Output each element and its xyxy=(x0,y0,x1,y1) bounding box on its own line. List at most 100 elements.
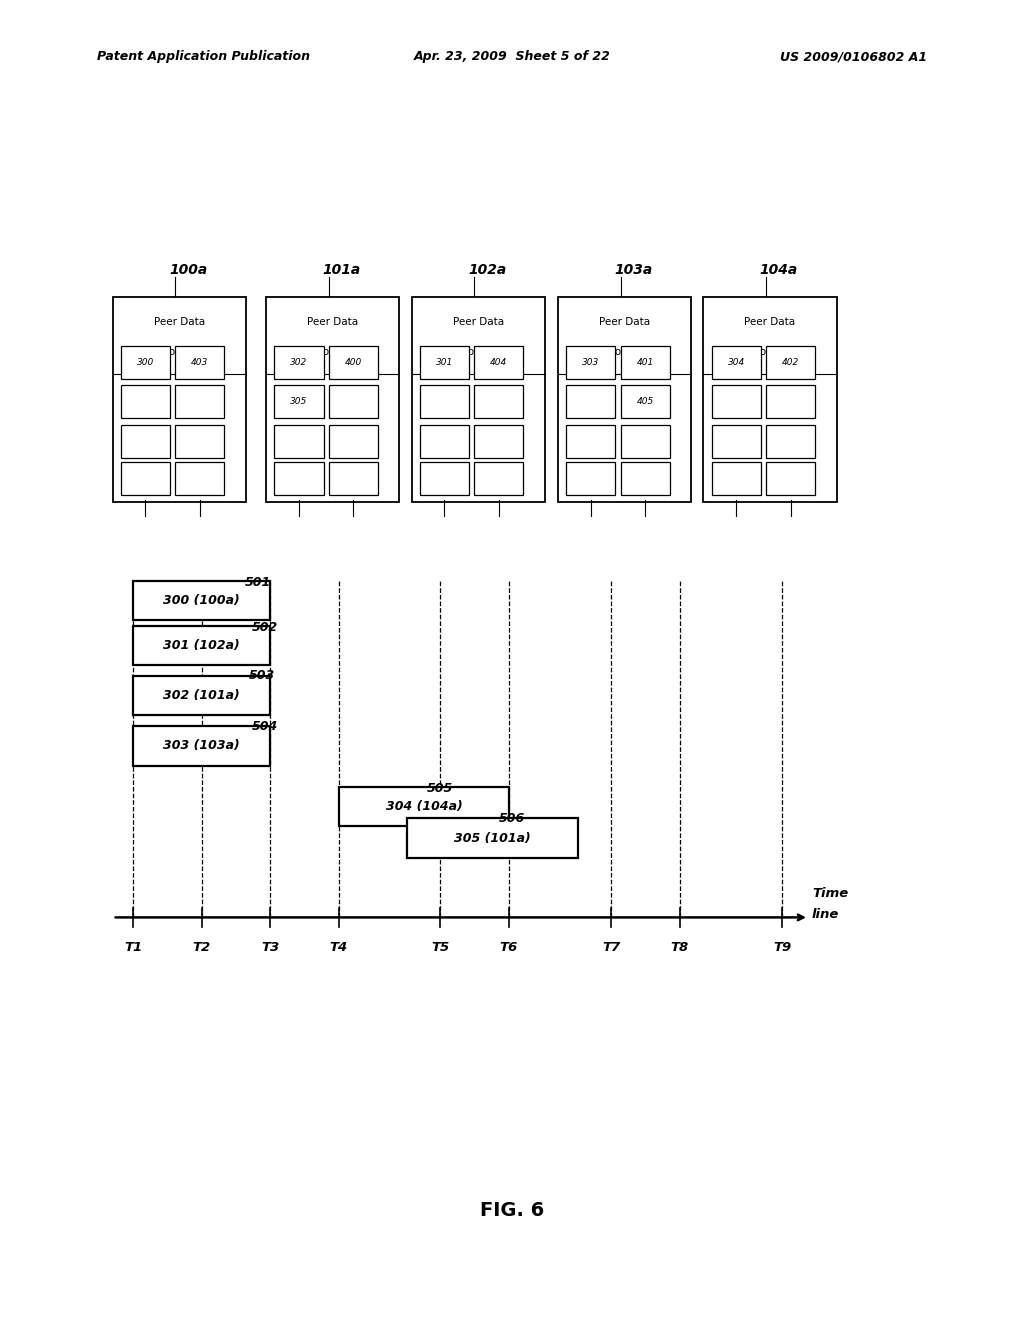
Text: 506: 506 xyxy=(499,812,525,825)
Bar xyxy=(712,385,761,418)
Bar xyxy=(133,676,270,715)
Bar xyxy=(712,425,761,458)
Bar xyxy=(474,425,523,458)
Text: FIG. 6: FIG. 6 xyxy=(480,1201,544,1220)
Text: T9: T9 xyxy=(773,941,792,954)
Bar xyxy=(621,385,670,418)
Text: 103a: 103a xyxy=(614,263,652,277)
Text: Time: Time xyxy=(812,887,848,900)
Bar xyxy=(274,385,324,418)
Text: 300: 300 xyxy=(137,358,154,367)
Bar xyxy=(766,425,815,458)
Text: T6: T6 xyxy=(500,941,518,954)
Text: 301 (102a): 301 (102a) xyxy=(164,639,240,652)
Text: 405: 405 xyxy=(637,397,653,407)
Bar xyxy=(566,346,615,379)
Bar xyxy=(558,297,691,502)
Text: 100a: 100a xyxy=(169,263,207,277)
Bar xyxy=(121,425,170,458)
Bar xyxy=(420,462,469,495)
Bar xyxy=(121,462,170,495)
Bar xyxy=(274,346,324,379)
Bar xyxy=(766,462,815,495)
Text: 304: 304 xyxy=(728,358,744,367)
Text: T5: T5 xyxy=(431,941,450,954)
Bar xyxy=(712,462,761,495)
Text: Storage: Storage xyxy=(750,347,791,358)
Bar xyxy=(274,425,324,458)
Text: 501: 501 xyxy=(245,576,271,589)
Bar xyxy=(329,385,378,418)
Text: 404: 404 xyxy=(490,358,507,367)
Text: T7: T7 xyxy=(602,941,621,954)
Text: T4: T4 xyxy=(330,941,348,954)
Text: T3: T3 xyxy=(261,941,280,954)
Bar xyxy=(175,385,224,418)
Text: T2: T2 xyxy=(193,941,211,954)
Text: Apr. 23, 2009  Sheet 5 of 22: Apr. 23, 2009 Sheet 5 of 22 xyxy=(414,50,610,63)
Bar xyxy=(420,346,469,379)
Text: 301: 301 xyxy=(436,358,453,367)
Bar xyxy=(621,462,670,495)
Bar xyxy=(133,726,270,766)
Bar xyxy=(566,385,615,418)
Text: Peer Data: Peer Data xyxy=(453,317,504,327)
Text: Peer Data: Peer Data xyxy=(154,317,205,327)
Bar xyxy=(420,385,469,418)
Bar xyxy=(121,346,170,379)
Bar xyxy=(329,346,378,379)
Text: line: line xyxy=(812,908,840,921)
Text: 400: 400 xyxy=(345,358,361,367)
Text: 302 (101a): 302 (101a) xyxy=(164,689,240,702)
Bar xyxy=(133,626,270,665)
Text: 305 (101a): 305 (101a) xyxy=(454,832,530,845)
Bar xyxy=(474,346,523,379)
Bar xyxy=(420,425,469,458)
Bar xyxy=(274,462,324,495)
Bar xyxy=(566,425,615,458)
Bar xyxy=(175,425,224,458)
Bar xyxy=(766,346,815,379)
Bar xyxy=(266,297,399,502)
Bar xyxy=(412,297,545,502)
Bar xyxy=(766,385,815,418)
Text: Storage: Storage xyxy=(458,347,499,358)
Text: 102a: 102a xyxy=(468,263,506,277)
Text: Patent Application Publication: Patent Application Publication xyxy=(97,50,310,63)
Text: T8: T8 xyxy=(671,941,689,954)
Bar xyxy=(339,787,509,826)
Bar xyxy=(407,818,578,858)
Text: T1: T1 xyxy=(124,941,142,954)
Text: Peer Data: Peer Data xyxy=(599,317,650,327)
Text: Peer Data: Peer Data xyxy=(744,317,796,327)
Text: 305: 305 xyxy=(291,397,307,407)
Bar xyxy=(474,385,523,418)
Text: US 2009/0106802 A1: US 2009/0106802 A1 xyxy=(779,50,927,63)
Text: 302: 302 xyxy=(291,358,307,367)
Bar xyxy=(621,425,670,458)
Text: 403: 403 xyxy=(191,358,208,367)
Text: 101a: 101a xyxy=(323,263,360,277)
Bar xyxy=(621,346,670,379)
Text: 505: 505 xyxy=(427,781,454,795)
Bar xyxy=(566,462,615,495)
Text: Storage: Storage xyxy=(312,347,353,358)
Bar xyxy=(175,462,224,495)
Bar xyxy=(703,297,837,502)
Text: Storage: Storage xyxy=(159,347,200,358)
Bar xyxy=(329,462,378,495)
Bar xyxy=(133,581,270,620)
Text: 104a: 104a xyxy=(760,263,798,277)
Text: 502: 502 xyxy=(252,620,279,634)
Bar xyxy=(329,425,378,458)
Text: 503: 503 xyxy=(249,669,275,682)
Text: Storage: Storage xyxy=(604,347,645,358)
Text: 304 (104a): 304 (104a) xyxy=(386,800,462,813)
Text: Peer Data: Peer Data xyxy=(307,317,358,327)
Bar xyxy=(121,385,170,418)
Bar xyxy=(175,346,224,379)
Text: 402: 402 xyxy=(782,358,799,367)
Text: 504: 504 xyxy=(252,719,279,733)
Bar xyxy=(113,297,246,502)
Text: 401: 401 xyxy=(637,358,653,367)
